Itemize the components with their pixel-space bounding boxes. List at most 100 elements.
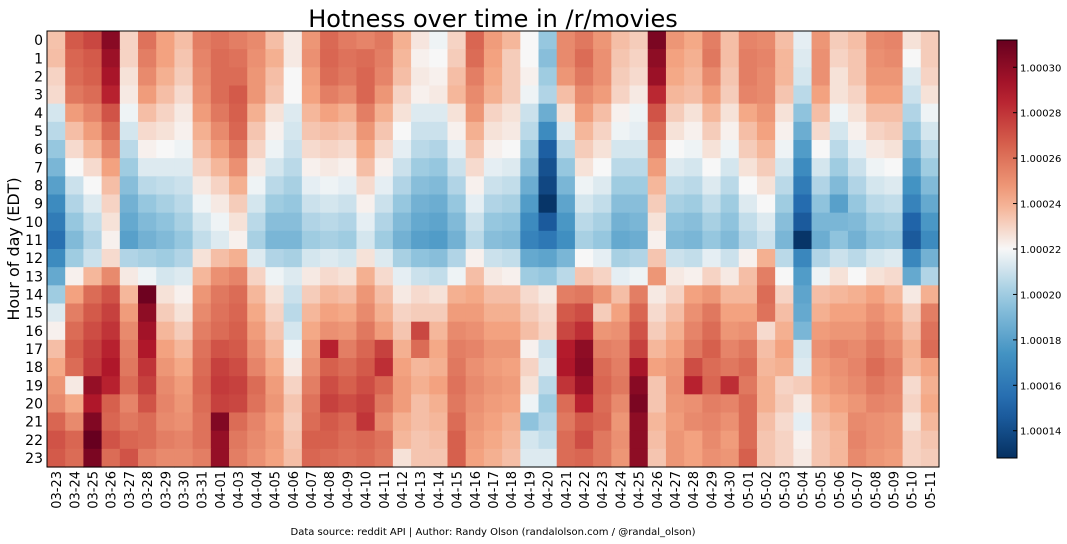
heatmap-cell xyxy=(301,67,321,87)
heatmap-cell xyxy=(738,285,758,305)
heatmap-cell xyxy=(611,121,631,141)
heatmap-cell xyxy=(283,230,303,250)
colorbar-tick-label: 1.00016 xyxy=(1020,381,1061,392)
y-tick-label: 21 xyxy=(25,415,43,431)
heatmap-cell xyxy=(429,394,449,414)
colorbar-tick-label: 1.00020 xyxy=(1020,290,1061,301)
heatmap-cell xyxy=(847,321,867,341)
heatmap-cell xyxy=(374,448,394,468)
heatmap-cell xyxy=(265,31,285,50)
heatmap-cell xyxy=(356,158,376,177)
x-tick-label: 04-06 xyxy=(287,471,302,509)
heatmap-cell xyxy=(119,212,139,232)
heatmap-cell xyxy=(283,412,303,432)
heatmap-cell xyxy=(392,394,412,414)
x-tick-label: 04-08 xyxy=(323,471,338,509)
heatmap-cell xyxy=(192,194,212,214)
heatmap-cell xyxy=(138,249,157,268)
heatmap-cell xyxy=(483,67,503,87)
heatmap-cell xyxy=(866,321,885,341)
heatmap-cell xyxy=(702,339,722,359)
x-tick-label: 05-11 xyxy=(924,471,939,509)
heatmap-cell xyxy=(119,121,139,141)
heatmap-cell xyxy=(356,85,376,105)
heatmap-cell xyxy=(847,194,867,214)
heatmap-cell xyxy=(156,121,176,141)
heatmap-cell xyxy=(665,339,685,359)
heatmap-cell xyxy=(283,176,303,196)
heatmap-cell xyxy=(465,267,485,286)
heatmap-cell xyxy=(465,339,485,359)
heatmap-cell xyxy=(684,194,703,214)
heatmap-cell xyxy=(684,103,703,123)
heatmap-cell xyxy=(502,230,521,250)
heatmap-cell xyxy=(665,212,685,232)
heatmap-cell xyxy=(756,448,776,468)
heatmap-cell xyxy=(829,448,849,468)
heatmap-cell xyxy=(265,430,285,450)
x-tick-label: 04-29 xyxy=(705,471,720,509)
heatmap-cell xyxy=(629,230,649,250)
heatmap-cell xyxy=(811,67,831,87)
heatmap-cell xyxy=(647,140,667,159)
heatmap-cell xyxy=(884,394,904,414)
heatmap-cell xyxy=(902,430,922,450)
heatmap-cell xyxy=(793,339,813,359)
heatmap-cell xyxy=(593,103,612,123)
heatmap-cell xyxy=(301,176,321,196)
heatmap-cell xyxy=(465,321,485,341)
heatmap-cell xyxy=(902,321,922,341)
heatmap-cell xyxy=(829,103,849,123)
heatmap-cell xyxy=(447,67,467,87)
heatmap-cell xyxy=(283,430,303,450)
heatmap-cell xyxy=(119,31,139,50)
heatmap-cell xyxy=(65,285,84,305)
heatmap-cell xyxy=(447,358,467,377)
y-tick-label: 22 xyxy=(25,433,43,449)
heatmap-cell xyxy=(720,394,740,414)
heatmap-cell xyxy=(192,448,212,468)
heatmap-cell xyxy=(210,230,230,250)
heatmap-cell xyxy=(793,85,813,105)
heatmap-cell xyxy=(538,303,558,323)
heatmap-cell xyxy=(775,321,794,341)
heatmap-cell xyxy=(629,249,649,268)
heatmap-cell xyxy=(119,103,139,123)
heatmap-cell xyxy=(320,303,339,323)
heatmap-cell xyxy=(210,67,230,87)
heatmap-cell xyxy=(83,31,103,50)
heatmap-cell xyxy=(538,140,558,159)
heatmap-cell xyxy=(520,194,540,214)
heatmap-cell xyxy=(283,303,303,323)
heatmap-cell xyxy=(229,358,248,377)
y-tick-label: 18 xyxy=(25,360,43,376)
heatmap-cell xyxy=(283,285,303,305)
heatmap-cell xyxy=(593,412,612,432)
heatmap-cell xyxy=(174,121,194,141)
heatmap-cell xyxy=(411,285,430,305)
heatmap-cell xyxy=(119,430,139,450)
heatmap-cell xyxy=(174,285,194,305)
heatmap-cell xyxy=(174,430,194,450)
heatmap-cell xyxy=(811,103,831,123)
heatmap-cell xyxy=(283,194,303,214)
heatmap-cell xyxy=(829,230,849,250)
heatmap-cell xyxy=(192,67,212,87)
heatmap-cell xyxy=(210,358,230,377)
heatmap-cell xyxy=(229,321,248,341)
heatmap-cell xyxy=(174,176,194,196)
heatmap-cell xyxy=(301,376,321,395)
heatmap-cell xyxy=(47,321,66,341)
heatmap-cell xyxy=(847,412,867,432)
heatmap-cell xyxy=(283,394,303,414)
heatmap-cell xyxy=(156,303,176,323)
heatmap-cell xyxy=(756,212,776,232)
heatmap-cell xyxy=(702,430,722,450)
heatmap-cell xyxy=(738,394,758,414)
heatmap-cell xyxy=(738,140,758,159)
heatmap-cell xyxy=(192,321,212,341)
heatmap-cell xyxy=(447,85,467,105)
x-tick-label: 03-26 xyxy=(105,471,120,509)
heatmap-cell xyxy=(629,158,649,177)
